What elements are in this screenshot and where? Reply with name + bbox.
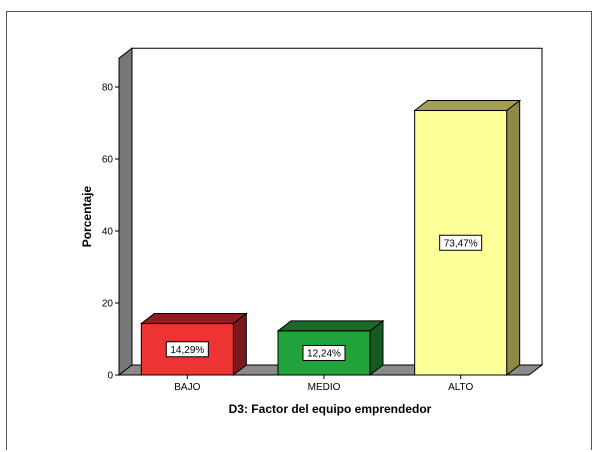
x-tick-label: ALTO <box>448 382 473 393</box>
y-tick-label: 80 <box>102 83 114 94</box>
data-label-box <box>439 234 483 251</box>
bar-top <box>139 313 248 325</box>
bar-side <box>232 312 247 377</box>
data-label-box <box>302 344 346 361</box>
data-label: 14,29% <box>170 345 204 356</box>
x-tick-label: MEDIO <box>308 382 341 393</box>
bar-alto: 73,47% <box>413 99 522 377</box>
y-tick-label: 0 <box>107 371 113 382</box>
x-axis-label: D3: Factor del equipo emprendedor <box>229 402 432 416</box>
x-axis: BAJO MEDIO ALTO <box>174 375 473 393</box>
y-axis-label: Porcentaje <box>80 186 94 248</box>
y-tick-label: 60 <box>102 155 114 166</box>
y-tick-label: 40 <box>102 227 114 238</box>
y-axis: 0 20 40 60 80 <box>102 58 120 382</box>
bars: 14,29% 12,24% 73,47% <box>139 99 522 377</box>
left-wall <box>118 47 133 377</box>
x-tick-label: BAJO <box>174 382 200 393</box>
bar-bajo: 14,29% <box>139 312 248 377</box>
data-label-box <box>165 341 209 358</box>
bar-top <box>413 100 522 112</box>
bar-medio: 12,24% <box>276 319 385 377</box>
data-label: 12,24% <box>307 348 341 359</box>
bar-top <box>276 320 385 332</box>
data-label: 73,47% <box>444 238 478 249</box>
y-tick-label: 20 <box>102 299 114 310</box>
bar-side <box>506 99 521 377</box>
